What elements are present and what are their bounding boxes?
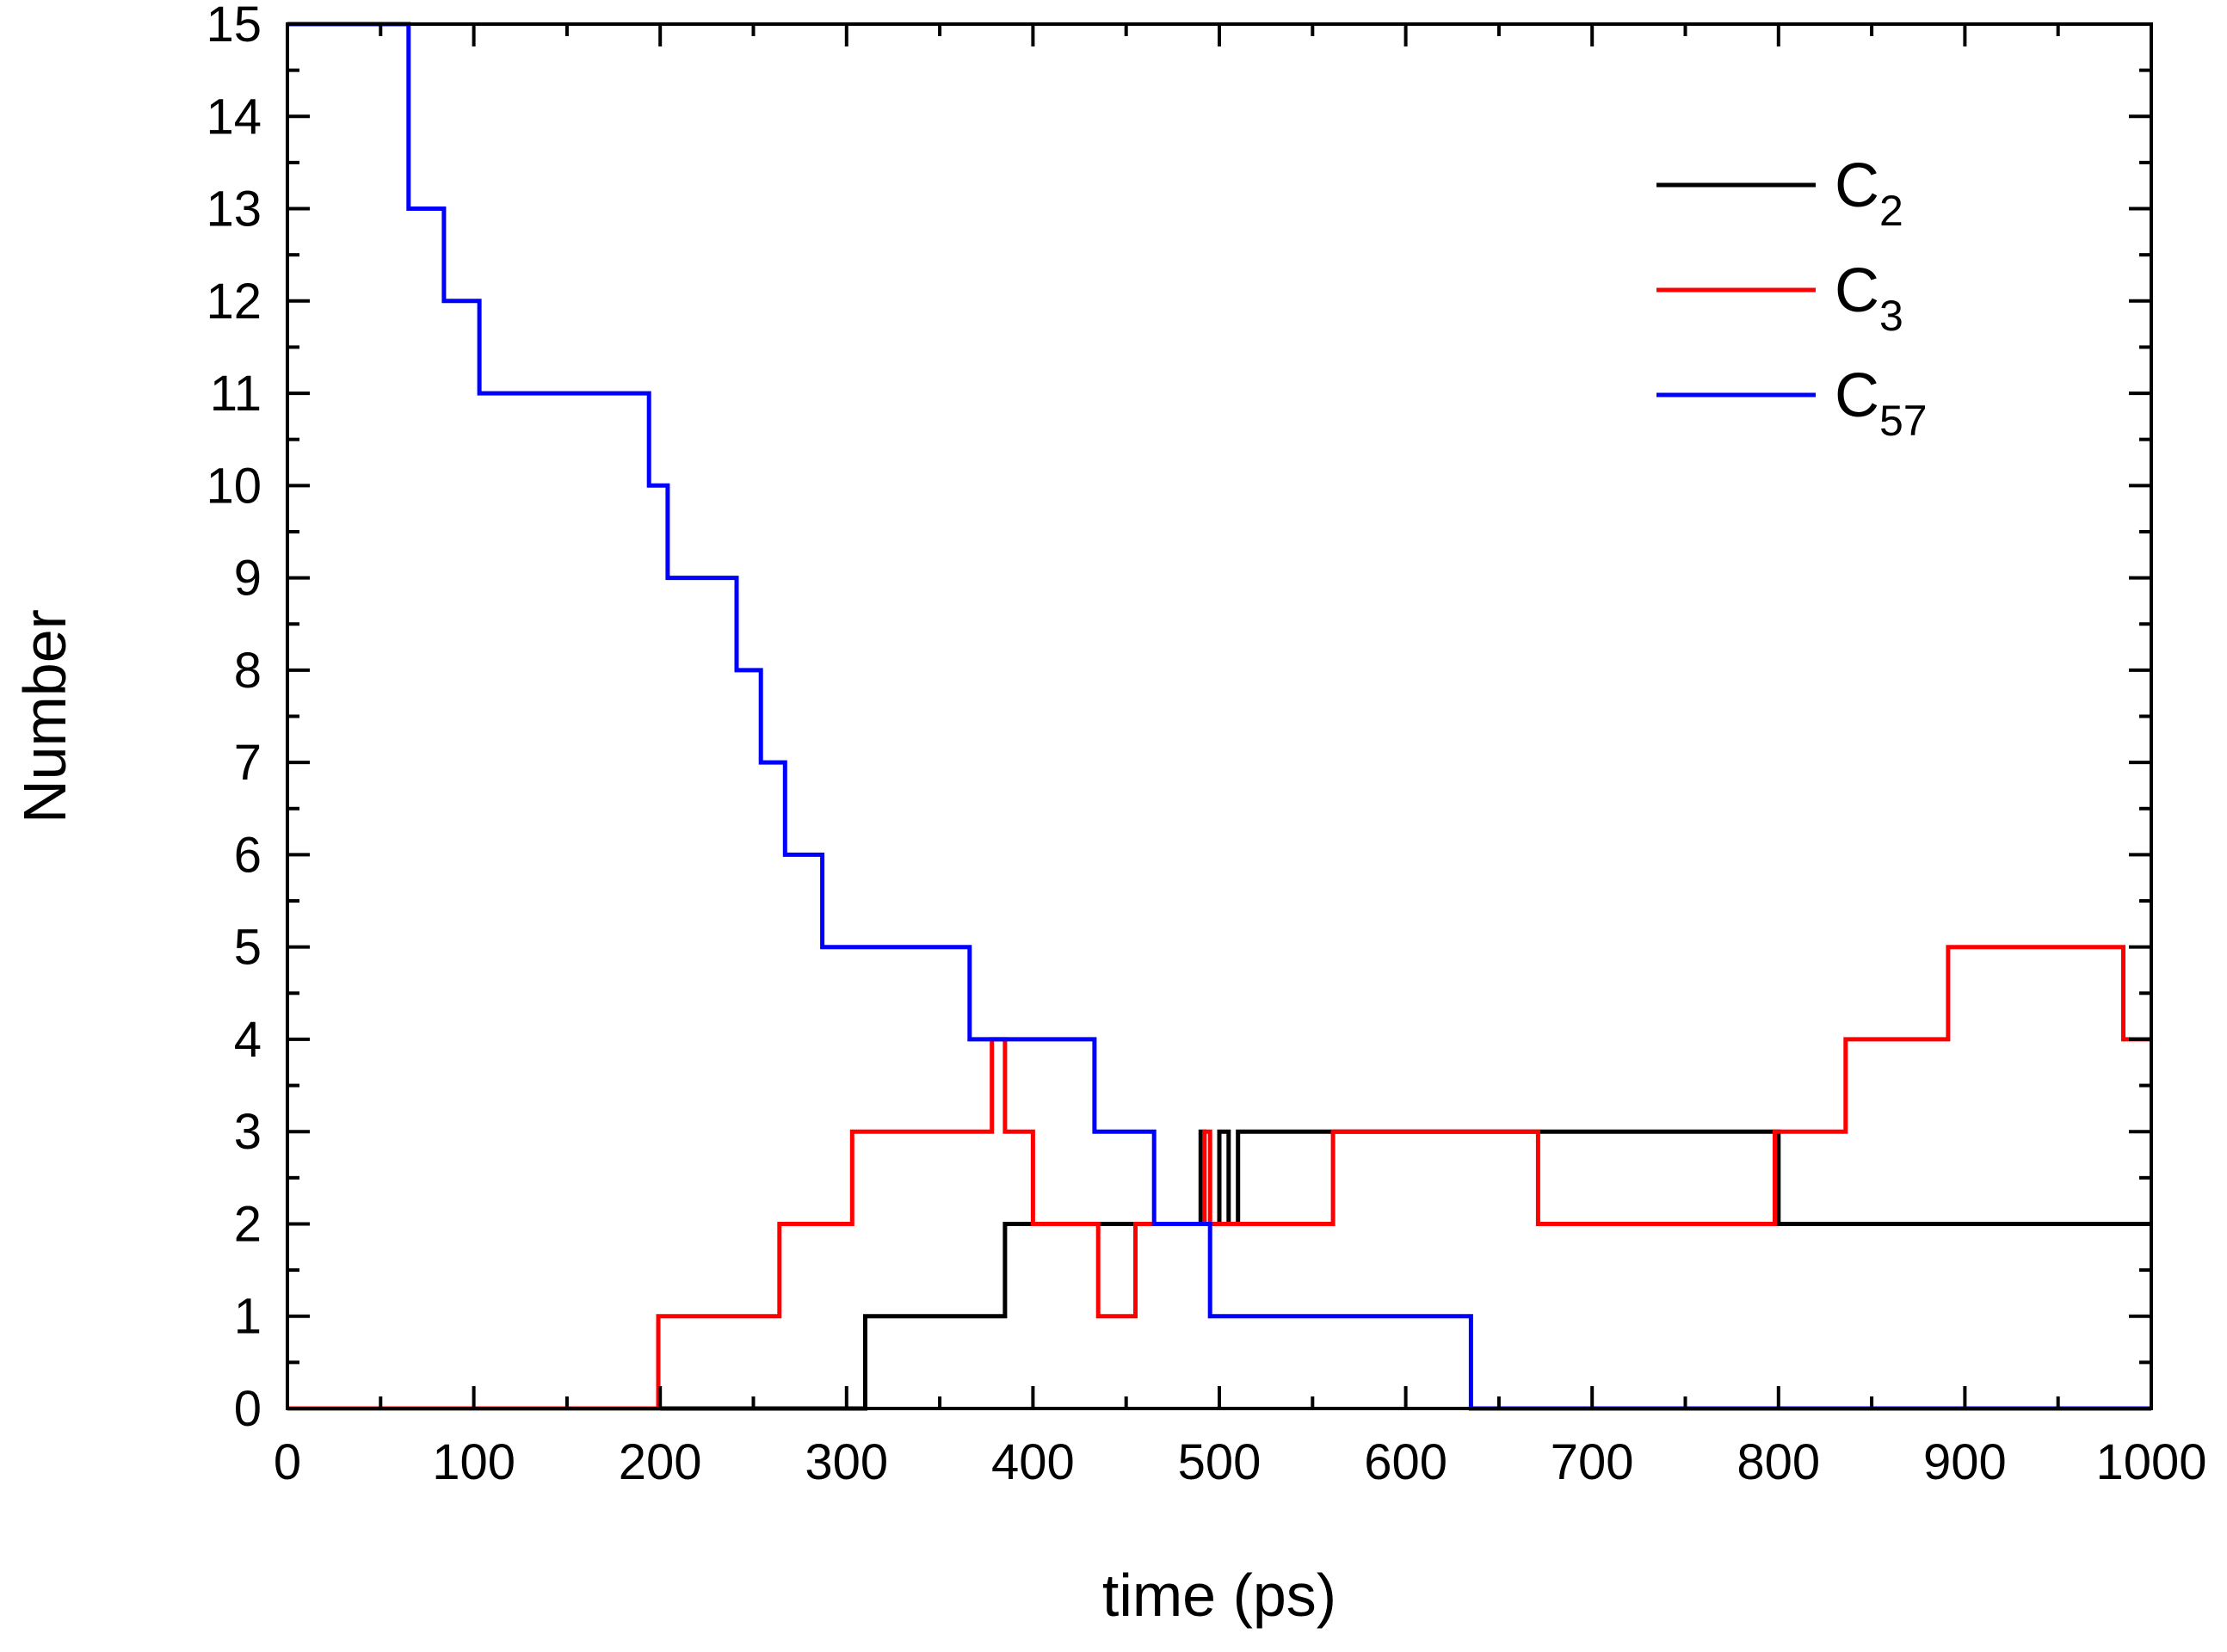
x-tick-label: 100 — [432, 1434, 515, 1490]
legend: C2 C3 C57 — [1656, 151, 1928, 445]
y-tick-label: 13 — [206, 182, 262, 237]
x-tick-label: 500 — [1178, 1434, 1262, 1490]
y-tick-label: 12 — [206, 274, 262, 330]
y-tick-label: 6 — [234, 827, 262, 883]
y-axis-title: Number — [11, 609, 78, 823]
x-tick-label: 400 — [991, 1434, 1075, 1490]
y-tick-label: 8 — [234, 643, 262, 699]
y-tick-label: 1 — [234, 1289, 262, 1345]
x-axis-title: time (ps) — [1102, 1562, 1336, 1629]
y-tick-label: 14 — [206, 89, 262, 145]
x-tick-label: 1000 — [2095, 1434, 2206, 1490]
x-tick-label: 0 — [274, 1434, 301, 1490]
y-tick-label: 3 — [234, 1104, 262, 1160]
x-tick-label: 600 — [1364, 1434, 1447, 1490]
series-line-c2 — [287, 1129, 2151, 1411]
series-line-c57 — [287, 22, 2151, 1411]
x-tick-label: 200 — [619, 1434, 702, 1490]
legend-label-c3: C3 — [1835, 256, 1903, 340]
y-tick-label: 10 — [206, 458, 262, 514]
series-layer — [287, 22, 2151, 1411]
x-tick-label: 300 — [805, 1434, 888, 1490]
y-tick-label: 2 — [234, 1196, 262, 1252]
y-tick-label: 11 — [210, 366, 262, 422]
y-tick-label: 7 — [234, 735, 262, 791]
series-line-c3 — [287, 945, 2151, 1411]
y-tick-label: 9 — [234, 551, 262, 607]
y-tick-label: 4 — [234, 1012, 262, 1068]
x-tick-label: 800 — [1737, 1434, 1820, 1490]
legend-label-c2: C2 — [1835, 151, 1903, 235]
legend-label-c57: C57 — [1835, 361, 1928, 445]
x-tick-label: 700 — [1551, 1434, 1634, 1490]
x-axis-tick-labels: 0 100 200 300 400 500 600 700 800 900 1000 — [274, 1434, 2207, 1490]
y-axis-ticks — [287, 22, 2151, 1410]
x-axis-ticks — [286, 24, 2153, 1409]
x-tick-label: 900 — [1923, 1434, 2007, 1490]
y-tick-label: 15 — [206, 0, 262, 52]
y-tick-label: 0 — [234, 1381, 262, 1437]
y-tick-label: 5 — [234, 920, 262, 976]
